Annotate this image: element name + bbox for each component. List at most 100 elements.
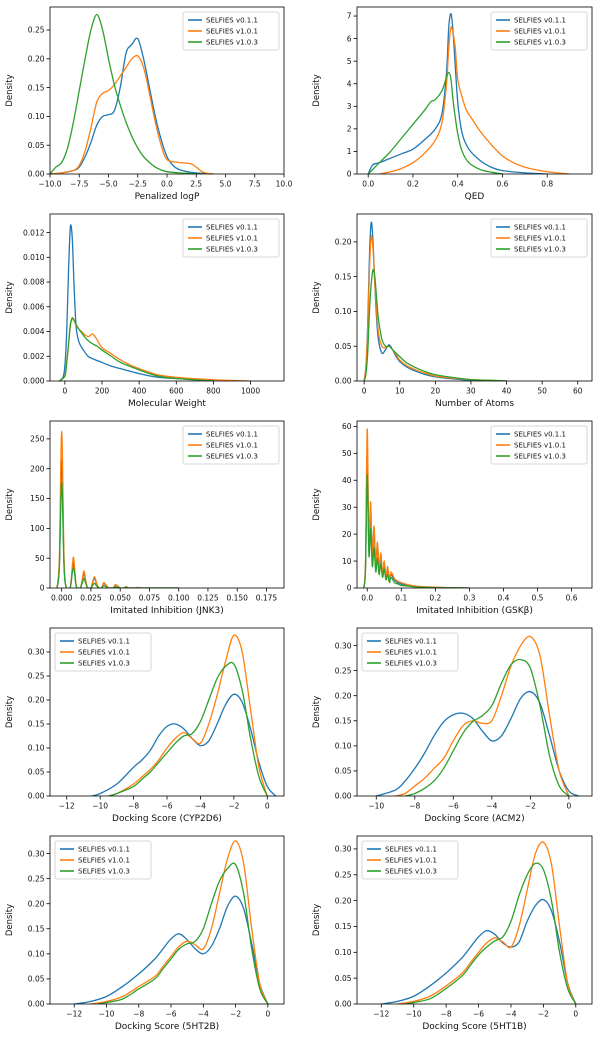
x-tick-label: 200 [95,387,110,396]
series-line-v011 [50,37,214,174]
x-tick-label: 0 [362,387,367,396]
x-tick-label: −2 [230,1010,241,1019]
y-tick-label: 0.00 [335,1000,352,1009]
series-line-v101 [56,430,179,588]
x-tick-label: −4 [505,1010,516,1019]
series-line-v011 [91,693,277,796]
x-tick-label: −5.0 [99,180,117,189]
legend-label: SELFIES v1.0.3 [206,39,258,47]
chart-svg: 0.0 0.2 0.4 0.6 0.8 0 1 2 3 4 5 6 7 QED Density SELFIES… [312,6,593,202]
y-tick-label: 0.15 [28,720,45,729]
chart-svg: −12 −10 −8 −6 −4 −2 0 0.00 0.05 0.10 0.15 0.20 0.25 0… [312,835,593,1032]
chart-svg: −12 −10 −8 −6 −4 −2 0 0.00 0.05 0.10 0.15 0.20 0.25 0… [5,835,285,1032]
y-tick-label: 1 [347,147,352,156]
x-tick-label: 0.4 [497,594,509,603]
y-tick-label: 0.05 [28,975,45,984]
y-tick-label: 0.10 [28,112,45,121]
series-line-v103 [404,658,570,796]
y-tick-label: 200 [30,464,45,473]
x-tick-label: 0.100 [168,594,190,603]
y-tick-label: 0.05 [28,141,45,150]
y-tick-label: 0.05 [335,342,352,351]
legend-label: SELFIES v1.0.1 [206,442,258,450]
legend-label: SELFIES v1.0.1 [206,28,258,36]
legend-box [361,840,459,880]
legend: SELFIES v0.1.1 SELFIES v1.0.1 SELFIES v1.0… [490,425,588,465]
y-tick-label: 0.10 [335,742,352,751]
legend: SELFIES v0.1.1 SELFIES v1.0.1 SELFIES v1.0… [54,632,152,672]
x-tick-label: 0.0 [361,594,373,603]
y-tick-label: 4 [347,79,352,88]
series-line-v011 [58,224,214,381]
chart-number-of-atoms: 0 10 20 30 40 50 60 0.00 0.05 0.10 0.15 0.20 Number … [307,207,615,414]
legend-label: SELFIES v1.0.1 [385,857,437,865]
x-tick-label: 0.125 [197,594,219,603]
series-line-v101 [379,26,570,174]
x-tick-label: 0.050 [109,594,131,603]
x-tick-label: 0.4 [452,180,464,189]
series-line-v103 [58,317,214,381]
y-tick-label: 0.012 [23,228,45,237]
y-tick-label: 0.008 [23,278,45,287]
y-tick-label: 0.20 [335,238,352,247]
x-tick-label: 0.2 [429,594,441,603]
x-tick-label: 800 [206,387,221,396]
x-axis-label: QED [465,192,485,202]
x-tick-label: 0.6 [566,594,578,603]
y-tick-label: 0.004 [23,327,45,336]
legend-label: SELFIES v1.0.3 [514,246,566,254]
y-tick-label: 0.00 [28,170,45,179]
chart-penalized-logp: −10.0 −7.5 −5.0 −2.5 0.0 2.5 5.0 7.5 10.0 0.00 0.0… [0,0,307,207]
legend-label: SELFIES v1.0.1 [514,235,566,243]
x-tick-label: 0 [573,1010,578,1019]
legend-label: SELFIES v1.0.3 [514,453,566,461]
legend-label: SELFIES v0.1.1 [514,224,566,232]
y-tick-label: 150 [30,494,45,503]
legend: SELFIES v0.1.1 SELFIES v1.0.1 SELFIES v1.0… [361,840,459,880]
y-tick-label: 0.25 [335,870,352,879]
legend-box [490,218,588,258]
x-tick-label: −8 [441,1010,452,1019]
chart-svg: −12 −10 −8 −6 −4 −2 0 0.00 0.05 0.10 0.15 0.20 0.25 0… [5,627,285,824]
x-tick-label: 0.075 [139,594,161,603]
legend: SELFIES v0.1.1 SELFIES v1.0.1 SELFIES v1.0… [182,218,280,258]
legend: SELFIES v0.1.1 SELFIES v1.0.1 SELFIES v1.0… [182,11,280,51]
y-axis-label: Density [312,74,322,106]
x-tick-label: −12 [59,802,75,811]
y-tick-label: 0.20 [335,691,352,700]
x-tick-label: 2.5 [190,180,202,189]
y-tick-label: 50 [35,554,45,563]
legend-label: SELFIES v0.1.1 [206,431,258,439]
x-tick-label: 0.150 [226,594,248,603]
x-tick-label: −10 [99,1010,115,1019]
x-tick-label: −10 [368,802,384,811]
chart-svg: 0.000 0.025 0.050 0.075 0.100 0.125 0.150 0.175… [5,420,285,616]
x-tick-label: 30 [466,387,476,396]
y-tick-label: 0.20 [28,899,45,908]
y-tick-label: 0.000 [23,377,45,386]
x-tick-label: −12 [66,1010,82,1019]
x-tick-label: 10 [395,387,405,396]
x-tick-label: 20 [431,387,441,396]
x-tick-label: −10.0 [39,180,62,189]
x-tick-label: 0 [265,802,270,811]
legend: SELFIES v0.1.1 SELFIES v1.0.1 SELFIES v1.0… [361,632,459,672]
x-axis-label: Docking Score (CYP2D6) [112,814,222,824]
chart-inhibition-gskb: 0.0 0.1 0.2 0.3 0.4 0.5 0.6 0 10 20 30 40 50 60 Imitat… [307,414,615,621]
axes-frame [356,6,593,175]
x-tick-label: −6 [161,802,172,811]
x-tick-label: −10 [92,802,108,811]
x-tick-label: 60 [573,387,583,396]
y-tick-label: 0.006 [23,302,45,311]
x-tick-label: −6 [166,1010,177,1019]
series-line-v101 [58,318,251,381]
y-axis-label: Density [5,696,15,728]
y-tick-label: 7 [347,12,352,21]
y-axis-label: Density [312,696,322,728]
x-axis-label: Imitated Inhibition (JNK3) [110,606,224,616]
y-tick-label: 0.30 [28,849,45,858]
series-line-v011 [74,895,269,1004]
x-tick-label: 10.0 [276,180,293,189]
x-axis-label: Imitated Inhibition (GSKβ) [416,606,533,616]
